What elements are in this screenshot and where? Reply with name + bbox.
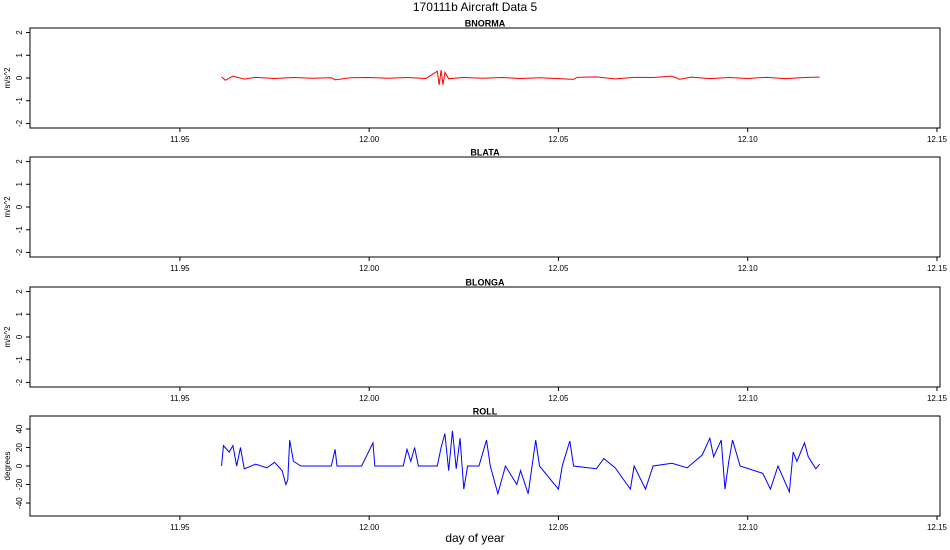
plot-frame	[29, 286, 941, 388]
plot-frame	[29, 156, 941, 258]
y-axis-label: m/s^2	[3, 67, 12, 89]
y-tick-label: 2	[15, 289, 24, 294]
plot-frame	[29, 415, 941, 517]
x-tick-label: 12.00	[359, 394, 380, 403]
panel-title: BLATA	[470, 147, 500, 157]
y-tick-label: 2	[15, 159, 24, 164]
data-line	[221, 69, 820, 85]
x-tick-label: 12.15	[927, 135, 948, 144]
x-axis-label: day of year	[445, 531, 504, 545]
y-tick-label: 20	[15, 442, 24, 451]
x-tick-label: 12.10	[738, 523, 759, 532]
y-tick-label: -40	[15, 497, 24, 509]
x-tick-label: 12.05	[548, 394, 569, 403]
y-tick-label: 0	[15, 75, 24, 80]
y-tick-label: -1	[15, 356, 24, 364]
x-tick-label: 12.15	[927, 264, 948, 273]
y-tick-label: 0	[15, 334, 24, 339]
x-tick-label: 11.95	[170, 135, 190, 144]
y-tick-label: -1	[15, 97, 24, 105]
x-tick-label: 12.00	[359, 264, 380, 273]
y-tick-label: 0	[15, 204, 24, 209]
x-tick-label: 11.95	[170, 264, 190, 273]
y-tick-label: 40	[15, 424, 24, 433]
x-tick-label: 12.10	[738, 264, 759, 273]
y-tick-label: 0	[15, 463, 24, 468]
panel-title: BNORMA	[465, 18, 506, 28]
x-tick-label: 11.95	[170, 523, 190, 532]
panel-title: ROLL	[473, 406, 498, 416]
y-tick-label: -2	[15, 378, 24, 386]
y-axis-label: m/s^2	[3, 326, 12, 348]
y-tick-label: 1	[15, 52, 24, 57]
y-tick-label: -20	[15, 478, 24, 490]
x-tick-label: 12.00	[359, 523, 380, 532]
x-tick-label: 12.10	[738, 394, 759, 403]
y-tick-label: 2	[15, 30, 24, 35]
x-tick-label: 12.15	[927, 523, 948, 532]
x-tick-label: 12.15	[927, 394, 948, 403]
x-tick-label: 12.05	[548, 135, 569, 144]
x-tick-label: 12.00	[359, 135, 380, 144]
y-tick-label: -2	[15, 119, 24, 127]
figure-title: 170111b Aircraft Data 5	[413, 0, 538, 14]
panel-title: BLONGA	[466, 277, 505, 287]
y-tick-label: 1	[15, 181, 24, 186]
data-line	[221, 430, 821, 496]
x-tick-label: 12.05	[548, 523, 569, 532]
y-tick-label: -1	[15, 226, 24, 234]
y-axis-label: degrees	[3, 452, 12, 481]
y-tick-label: -2	[15, 248, 24, 256]
x-tick-label: 12.10	[738, 135, 759, 144]
y-axis-label: m/s^2	[3, 196, 12, 218]
y-tick-label: 1	[15, 311, 24, 316]
x-tick-label: 11.95	[170, 394, 190, 403]
x-tick-label: 12.05	[548, 264, 569, 273]
